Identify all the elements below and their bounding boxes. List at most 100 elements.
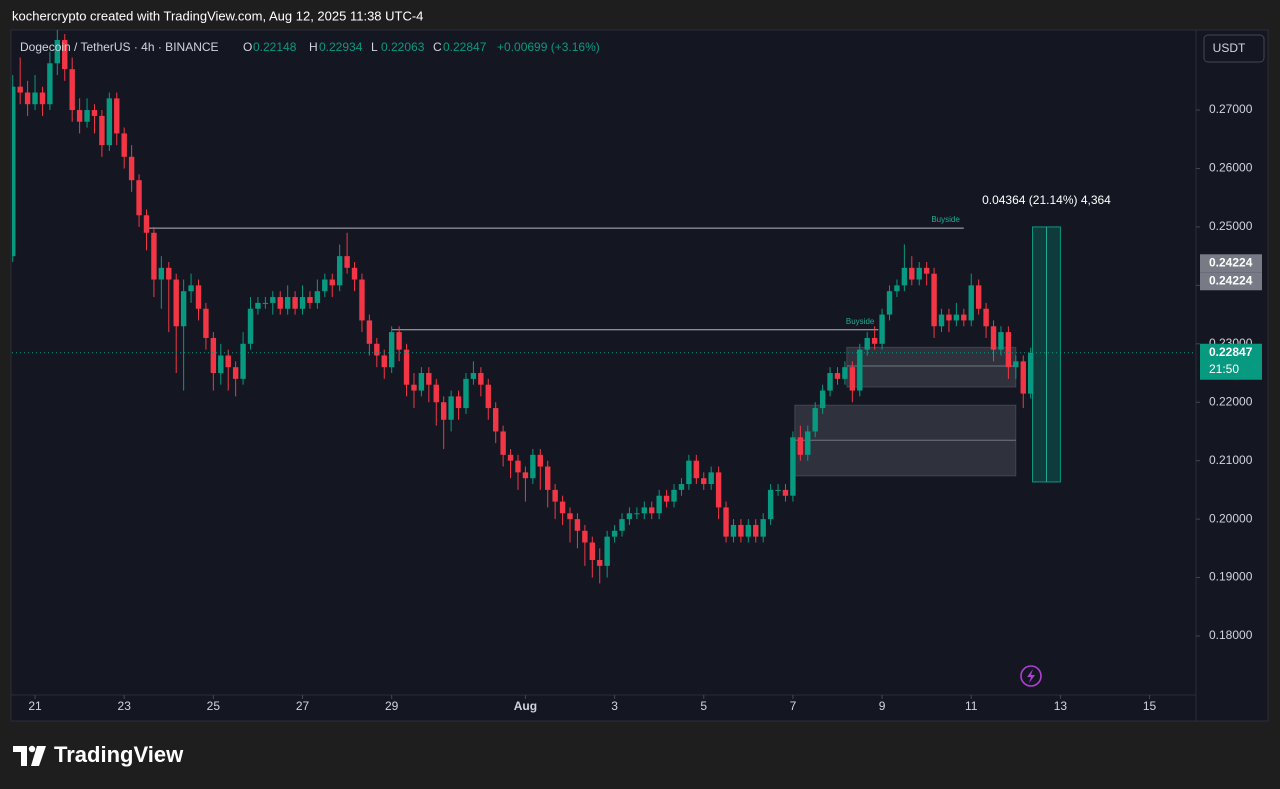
candle-body xyxy=(619,519,625,531)
candle-body xyxy=(567,513,573,520)
candle-body xyxy=(1020,361,1026,394)
candle-body xyxy=(136,180,142,216)
candle-body xyxy=(292,297,298,309)
candle-body xyxy=(975,285,982,309)
candle-body xyxy=(894,285,900,292)
candle-body xyxy=(641,507,648,514)
x-tick-label: 21 xyxy=(28,699,42,713)
candle-body xyxy=(1013,361,1019,368)
candle-body xyxy=(879,314,885,344)
candle-body xyxy=(790,437,796,496)
candle-body xyxy=(530,454,536,479)
candle-body xyxy=(849,367,856,391)
candle-body xyxy=(76,110,83,122)
candle-body xyxy=(500,431,506,455)
candle-body xyxy=(84,110,90,122)
x-tick-label: 27 xyxy=(296,699,310,713)
candle-body xyxy=(864,337,870,350)
ohlc-value: 0.22063 xyxy=(381,40,425,54)
y-tick-label: 0.21000 xyxy=(1209,453,1253,467)
candle-body xyxy=(1005,332,1012,368)
candle-body xyxy=(203,308,209,338)
candle-body xyxy=(990,326,997,350)
candle-body xyxy=(62,39,68,70)
price-label-bg xyxy=(1200,272,1262,291)
candle-body xyxy=(277,297,283,309)
candle-body xyxy=(507,454,514,461)
candle-body xyxy=(559,501,566,514)
candle-body xyxy=(485,384,491,409)
candle-body xyxy=(374,343,380,356)
candle-body xyxy=(819,390,826,409)
brand-logo xyxy=(13,745,46,766)
candle-body xyxy=(738,524,744,537)
candle-body xyxy=(359,279,365,321)
candle-body xyxy=(247,308,254,344)
candle-body xyxy=(262,302,269,304)
candle-body xyxy=(656,495,662,514)
candle-body xyxy=(604,536,610,566)
candle-body xyxy=(39,92,46,105)
candle-body xyxy=(745,524,752,537)
y-tick-label: 0.19000 xyxy=(1209,570,1253,584)
candle-body xyxy=(797,437,804,455)
candle-body xyxy=(351,267,358,280)
alert-icon[interactable] xyxy=(1020,665,1042,687)
candle-body xyxy=(953,314,960,321)
candle-body xyxy=(54,39,61,64)
candle-body xyxy=(448,396,454,420)
candle-body xyxy=(403,349,410,385)
x-tick-label: 9 xyxy=(879,699,886,713)
candle-body xyxy=(240,343,246,379)
candle-body xyxy=(663,495,670,502)
candle-body xyxy=(901,267,908,286)
candle-body xyxy=(574,519,581,531)
candle-body xyxy=(923,267,930,274)
candle-body xyxy=(173,279,179,327)
x-tick-label: 11 xyxy=(965,699,978,713)
candle-body xyxy=(32,92,38,105)
brand-name: TradingView xyxy=(54,742,184,767)
plot-area: Buyside Buyside xyxy=(12,30,1196,584)
currency-button[interactable] xyxy=(1203,34,1265,63)
candle-body xyxy=(589,542,595,561)
candle-body xyxy=(47,63,53,105)
candle-body xyxy=(678,484,685,490)
candle-body xyxy=(99,115,105,146)
candle-body xyxy=(753,524,759,537)
x-tick-label: 25 xyxy=(207,699,221,713)
candle-body xyxy=(69,69,75,111)
candle-body xyxy=(433,384,439,403)
candle-body xyxy=(455,396,462,409)
header: kochercrypto created with TradingView.co… xyxy=(12,8,423,23)
candle-body xyxy=(886,291,893,315)
candle-body xyxy=(968,285,974,321)
candle-body xyxy=(634,513,640,515)
candle-body xyxy=(686,460,692,485)
alert-bolt xyxy=(1027,669,1035,683)
candle-body xyxy=(270,297,276,303)
zone xyxy=(846,346,1017,388)
candle-body xyxy=(381,355,387,368)
candle-body xyxy=(344,256,350,268)
candle-body xyxy=(671,489,677,502)
candle-body xyxy=(805,431,811,455)
candle-body xyxy=(649,507,655,514)
current-price-label: 0.22847 xyxy=(1209,345,1253,359)
candle-body xyxy=(218,355,224,374)
price-label-bg xyxy=(1200,254,1262,273)
candle-body xyxy=(478,373,484,385)
y-tick-label: 0.25000 xyxy=(1209,219,1253,233)
candle-body xyxy=(470,373,477,379)
candle-body xyxy=(210,337,217,374)
ohlc-value: 0.22148 xyxy=(253,40,297,54)
candle-body xyxy=(515,460,521,473)
currency-label[interactable]: USDT xyxy=(1213,41,1246,55)
candle-body xyxy=(545,466,551,490)
candle-body xyxy=(284,297,291,309)
ohlc-letter: C xyxy=(433,40,442,54)
logo-mark xyxy=(13,746,27,766)
candle-body xyxy=(299,297,306,309)
candle-body xyxy=(834,373,841,379)
